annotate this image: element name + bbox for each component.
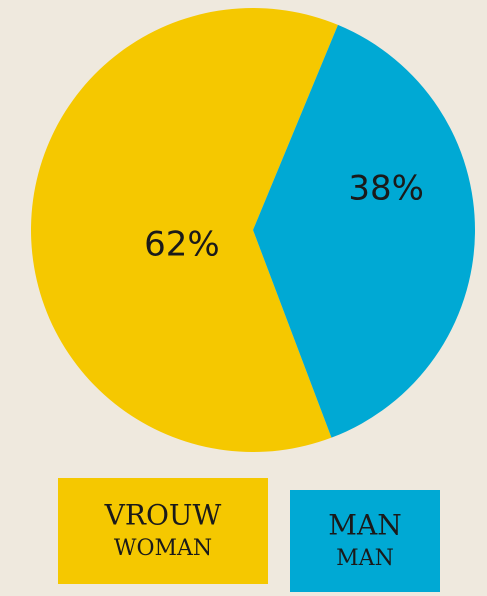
slice-label: 38%	[348, 169, 424, 209]
pie-slice	[253, 24, 476, 438]
pie-slice	[31, 8, 338, 453]
legend-translation: MAN	[336, 546, 394, 571]
legend-label: VROUW	[104, 499, 222, 532]
legend-translation: WOMAN	[114, 536, 212, 561]
legend-swatch	[58, 478, 268, 584]
slice-label: 62%	[144, 224, 220, 264]
legend-label: MAN	[328, 509, 401, 542]
legend-swatch	[290, 490, 440, 592]
